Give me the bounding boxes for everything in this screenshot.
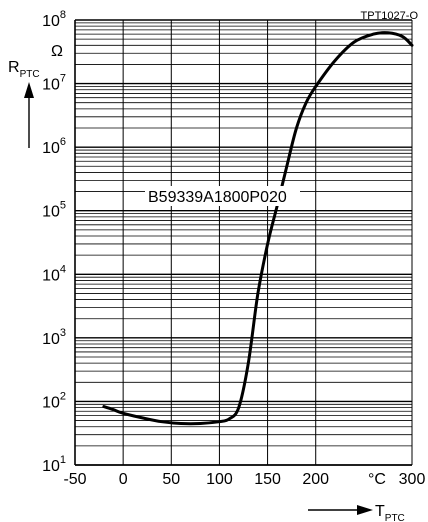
series-label-background [145, 186, 300, 206]
y-tick-base: 10 [42, 140, 60, 157]
y-axis-unit: Ω [51, 43, 63, 60]
y-tick-label: 102 [42, 390, 66, 411]
y-tick-label: 108 [42, 9, 66, 30]
y-tick-exponent: 8 [60, 9, 66, 21]
axes [74, 20, 412, 466]
y-tick-label: 105 [42, 200, 66, 221]
series-label: B59339A1800P020 [148, 189, 287, 206]
y-tick-label: 107 [42, 73, 66, 94]
y-tick-base: 10 [42, 77, 60, 94]
x-tick-label: 300 [399, 471, 426, 488]
y-tick-base: 10 [42, 13, 60, 30]
y-tick-exponent: 3 [60, 327, 66, 339]
y-tick-exponent: 6 [60, 136, 66, 148]
y-tick-exponent: 2 [60, 390, 66, 402]
svg-text:TPTC: TPTC [375, 503, 405, 522]
y-axis-label-subscript: PTC [20, 69, 40, 80]
x-axis-arrow-head [357, 505, 373, 515]
y-axis-arrow-head [24, 82, 34, 98]
y-tick-base: 10 [42, 267, 60, 284]
y-tick-label: 101 [42, 454, 66, 475]
y-tick-exponent: 1 [60, 454, 66, 466]
y-tick-base: 10 [42, 394, 60, 411]
x-tick-labels: -50 0 50 100 150 200 300 [63, 471, 425, 488]
x-axis-label-main: T [375, 503, 385, 520]
y-tick-base: 10 [42, 331, 60, 348]
y-tick-label: 103 [42, 327, 66, 348]
x-tick-label: 100 [206, 471, 233, 488]
y-tick-label: 104 [42, 263, 66, 284]
x-tick-label: 150 [254, 471, 281, 488]
grid-lines [74, 19, 413, 466]
y-tick-exponent: 4 [60, 263, 66, 275]
y-tick-base: 10 [42, 204, 60, 221]
x-axis-unit: °C [368, 471, 386, 488]
chart-code-label: TPT1027-O [361, 10, 419, 22]
x-tick-label: 50 [162, 471, 180, 488]
y-tick-exponent: 7 [60, 73, 66, 85]
y-tick-base: 10 [42, 458, 60, 475]
x-tick-label: 200 [302, 471, 329, 488]
series-line [102, 31, 414, 426]
y-tick-label: 106 [42, 136, 66, 157]
x-axis-label-subscript: PTC [385, 513, 405, 522]
y-tick-exponent: 5 [60, 200, 66, 212]
x-axis-label: TPTC °C [308, 471, 405, 522]
y-axis-label-main: R [8, 59, 20, 76]
x-tick-label: 0 [119, 471, 128, 488]
x-tick-label: -50 [63, 471, 86, 488]
y-axis-label: RPTC Ω [8, 43, 63, 148]
svg-text:RPTC: RPTC [8, 59, 40, 80]
